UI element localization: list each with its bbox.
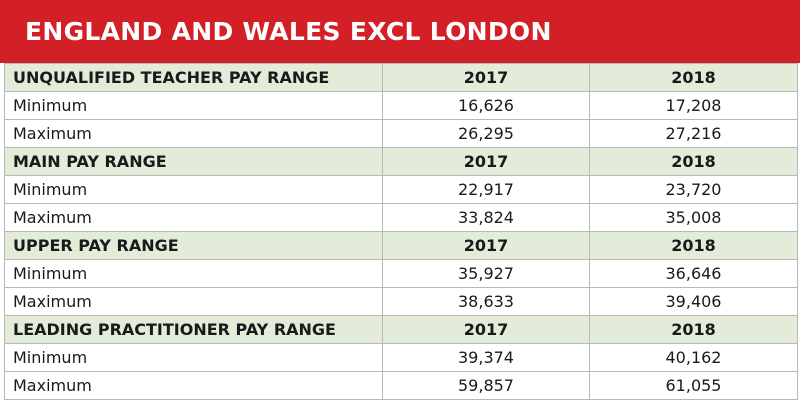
value-2017: 59,857 [382,371,590,400]
table-row: Minimum 22,917 23,720 [4,175,798,204]
row-label: Maximum [4,203,383,232]
row-label: Minimum [4,91,383,120]
year-2017-header: 2017 [382,315,590,344]
value-2018: 39,406 [589,287,798,316]
row-label: Maximum [4,371,383,400]
year-2018-header: 2018 [589,231,798,260]
year-2018-header: 2018 [589,315,798,344]
value-2017: 39,374 [382,343,590,372]
section-header-leading-practitioner: LEADING PRACTITIONER PAY RANGE 2017 2018 [4,315,798,344]
year-2017-header: 2017 [382,147,590,176]
year-2018-header: 2018 [589,63,798,92]
table-row: Maximum 33,824 35,008 [4,203,798,232]
row-label: Maximum [4,119,383,148]
table-row: Minimum 16,626 17,208 [4,91,798,120]
value-2018: 61,055 [589,371,798,400]
value-2017: 22,917 [382,175,590,204]
table-row: Minimum 35,927 36,646 [4,259,798,288]
table-title: ENGLAND AND WALES EXCL LONDON [25,17,552,46]
value-2017: 16,626 [382,91,590,120]
value-2017: 26,295 [382,119,590,148]
row-label: Maximum [4,287,383,316]
year-2018-header: 2018 [589,147,798,176]
value-2018: 35,008 [589,203,798,232]
section-heading: MAIN PAY RANGE [4,147,383,176]
value-2018: 40,162 [589,343,798,372]
value-2017: 35,927 [382,259,590,288]
pay-table: UNQUALIFIED TEACHER PAY RANGE 2017 2018 … [4,63,798,400]
value-2018: 36,646 [589,259,798,288]
table-row: Minimum 39,374 40,162 [4,343,798,372]
section-header-main: MAIN PAY RANGE 2017 2018 [4,147,798,176]
table-row: Maximum 26,295 27,216 [4,119,798,148]
year-2017-header: 2017 [382,63,590,92]
table-row: Maximum 59,857 61,055 [4,371,798,400]
value-2018: 27,216 [589,119,798,148]
row-label: Minimum [4,175,383,204]
row-label: Minimum [4,343,383,372]
section-heading: UNQUALIFIED TEACHER PAY RANGE [4,63,383,92]
year-2017-header: 2017 [382,231,590,260]
value-2018: 23,720 [589,175,798,204]
title-bar: ENGLAND AND WALES EXCL LONDON [0,0,800,63]
value-2018: 17,208 [589,91,798,120]
section-heading: LEADING PRACTITIONER PAY RANGE [4,315,383,344]
value-2017: 38,633 [382,287,590,316]
row-label: Minimum [4,259,383,288]
section-header-upper: UPPER PAY RANGE 2017 2018 [4,231,798,260]
section-heading: UPPER PAY RANGE [4,231,383,260]
section-header-unqualified: UNQUALIFIED TEACHER PAY RANGE 2017 2018 [4,63,798,92]
table-row: Maximum 38,633 39,406 [4,287,798,316]
value-2017: 33,824 [382,203,590,232]
